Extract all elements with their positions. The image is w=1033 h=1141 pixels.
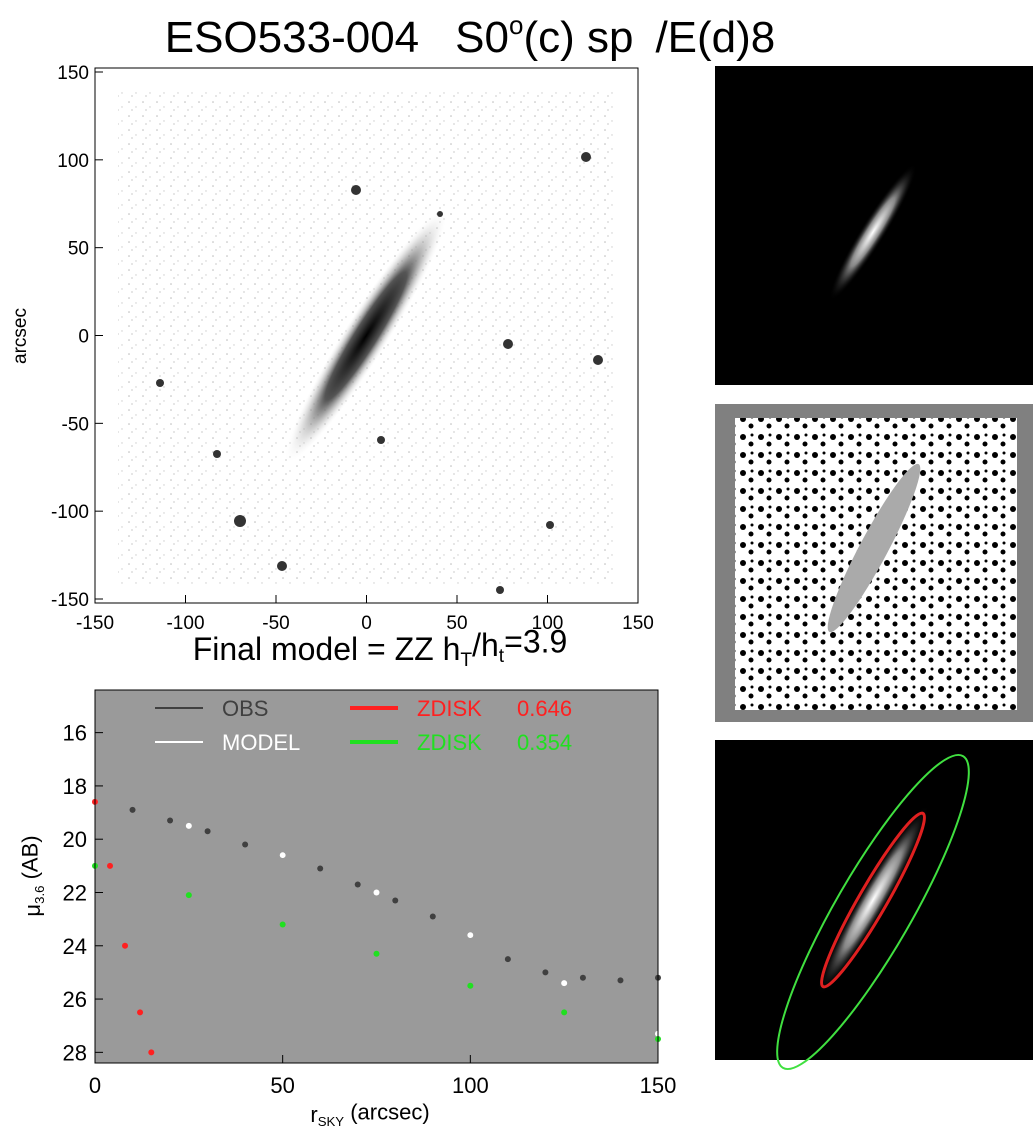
plot-title-part: =3.9 [504,623,567,659]
legend-fraction: 0.354 [517,730,572,755]
y-axis-label: arcsec [10,308,31,364]
data-point [617,977,624,984]
data-point [204,828,211,835]
x-tick-label: 150 [640,1073,677,1098]
data-point [129,806,136,813]
x-tick-label: -50 [262,613,289,634]
data-point [107,862,114,869]
y-axis-label: μ3.6 (AB) [17,835,47,916]
data-point [542,969,549,976]
plot-title-part: Final model = ZZ h [193,631,461,667]
data-point [317,865,324,872]
x-tick-label: 100 [532,613,564,634]
galaxy-image [827,463,921,633]
x-tick-label: -150 [76,613,114,634]
y-tick-label: 16 [63,721,87,746]
plot-title-part: t [499,646,505,667]
y-tick-label: 28 [63,1040,87,1065]
x-tick-label: 50 [446,613,467,634]
legend-label: ZDISK [417,696,482,721]
profile-plot: Final model = ZZ hT/ht=3.9 OBS MODEL ZDISK 0… [17,623,676,1129]
model-image [816,804,930,996]
galaxy-image [829,163,917,301]
x-axis-label: rSKY (arcsec) [310,1099,429,1129]
data-point [148,1049,155,1056]
data-point [242,841,249,848]
y-tick-label: 26 [63,987,87,1012]
plot-frame [94,67,639,604]
y-tick-label: 18 [63,774,87,799]
data-point [429,913,436,920]
y-axis-label-part: 3.6 [32,886,47,904]
x-tick-label: 150 [622,613,654,634]
data-point [561,1009,568,1016]
x-tick-label: 0 [361,613,372,634]
data-point [122,942,129,949]
y-tick-label: 100 [57,151,89,172]
contour-green [776,753,970,1071]
data-point [373,950,380,957]
legend-label: ZDISK [417,730,482,755]
stars [156,152,603,594]
data-point [167,817,174,824]
plot-title: Final model = ZZ hT/ht=3.9 [193,623,568,670]
y-tick-label: 150 [57,63,89,84]
data-point [354,881,361,888]
legend-label: OBS [222,696,268,721]
data-point [137,1009,144,1016]
legend-fraction: 0.646 [517,696,572,721]
contour-red [820,811,926,989]
data-point [579,974,586,981]
x-tick-label: 100 [452,1073,489,1098]
data-point [185,892,192,899]
data-point [279,852,286,859]
y-axis-label-part: μ [20,904,45,917]
plot-background [95,690,658,1063]
y-tick-label: -100 [51,502,89,523]
y-tick-label: 22 [63,880,87,905]
x-axis-label-part: r [310,1102,317,1127]
data-point [561,980,568,987]
plot-frame [94,689,659,1064]
data-point [467,932,474,939]
x-axis-label-part: SKY [318,1114,345,1129]
plot-title-part: /h [472,627,499,663]
galaxy-image [284,208,448,464]
y-tick-label: 50 [68,239,89,260]
y-axis-label-part: (AB) [17,835,42,885]
x-tick-label: 0 [89,1073,101,1098]
y-tick-label: -50 [62,414,89,435]
y-tick-label: -150 [51,590,89,611]
data-point [467,982,474,989]
data-point [392,897,399,904]
data-point [373,889,380,896]
image-plot: -150 -100 -50 0 50 100 150 -150 -100 -50 0 50 100 150… [10,63,654,634]
x-tick-label: 50 [270,1073,294,1098]
data-point [279,921,286,928]
plot-title-part: T [460,650,472,671]
y-tick-label: 20 [63,827,87,852]
y-tick-label: 24 [63,934,87,959]
legend-label: MODEL [222,730,300,755]
data-point [185,822,192,829]
y-tick-label: 0 [78,327,89,348]
x-axis-label-part: (arcsec) [344,1099,430,1124]
data-point [504,956,511,963]
figure-title: ESO533-004 S0o(c) sp/E(d)8 [165,10,776,62]
x-tick-label: -100 [166,613,204,634]
